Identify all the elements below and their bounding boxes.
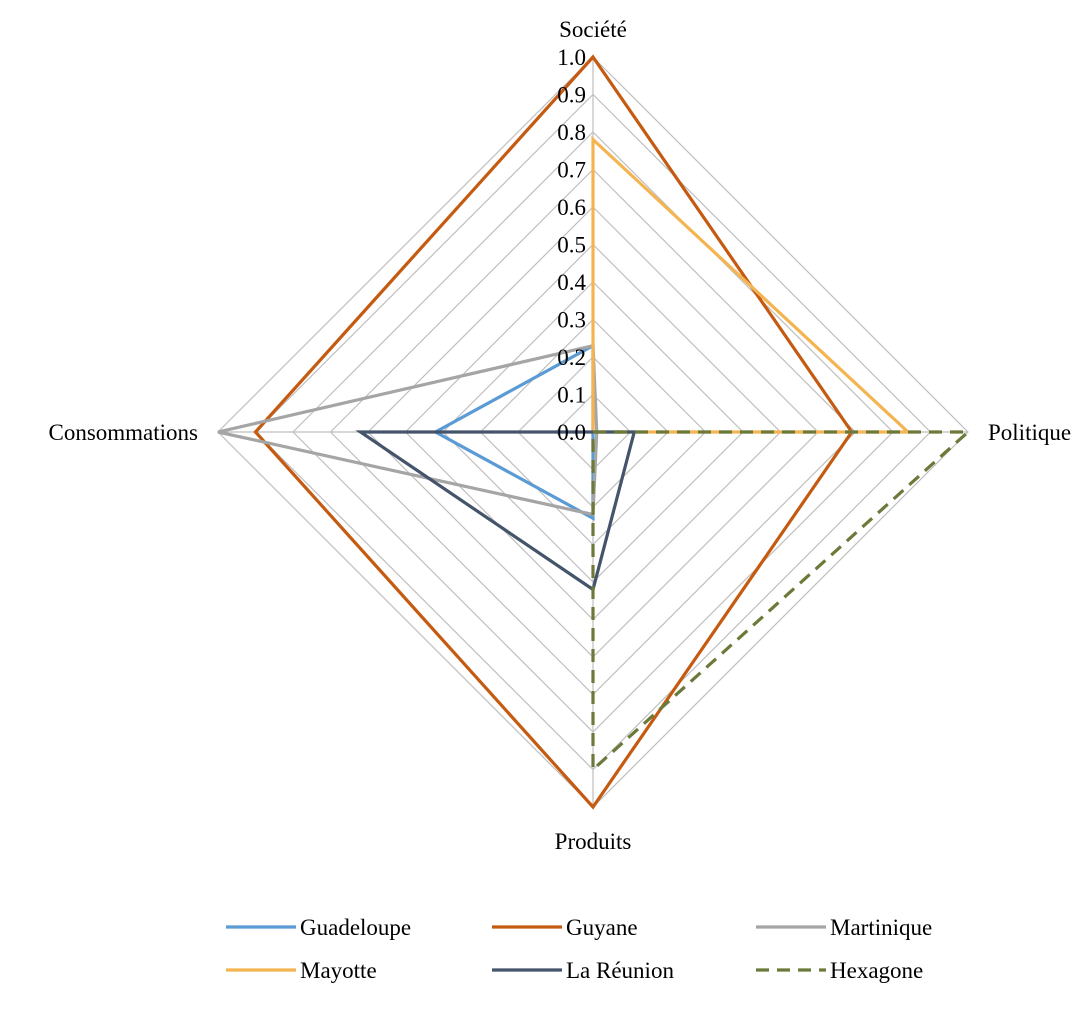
tick-label: 0.3 [557,308,586,333]
legend-label: Guadeloupe [300,915,411,940]
tick-label: 0.0 [557,420,586,445]
series-line-guyane [253,54,854,810]
radial-tick-labels: 0.0 0.1 0.2 0.3 0.4 0.5 0.6 0.7 0.8 0.9 1.0 [557,45,586,445]
tick-label: 0.7 [557,158,586,183]
tick-label: 0.6 [557,195,586,220]
series-lines [217,54,973,810]
tick-label: 0.8 [557,120,586,145]
legend: Guadeloupe Guyane Martinique Mayotte La Réun… [226,915,932,983]
legend-label: Mayotte [300,958,377,983]
legend-label: Guyane [566,915,638,940]
axis-labels: Société Politique Produits Consommations [48,17,1071,854]
series-line-mayotte [591,135,913,434]
tick-label: 0.4 [557,270,586,295]
legend-item: Mayotte [226,958,377,983]
legend-label: La Réunion [566,958,674,983]
legend-item: Hexagone [756,958,923,983]
tick-label: 0.5 [557,233,586,258]
legend-item: Guadeloupe [226,915,411,940]
legend-item: Martinique [756,915,932,940]
legend-label: Martinique [830,915,932,940]
tick-label: 1.0 [557,45,586,70]
tick-label: 0.2 [557,345,586,370]
axis-label-1: Politique [988,420,1071,445]
axis-label-0: Société [559,17,627,42]
axis-label-2: Produits [555,829,632,854]
legend-label: Hexagone [830,958,923,983]
legend-item: Guyane [492,915,638,940]
axis-label-3: Consommations [48,420,198,445]
tick-label: 0.9 [557,83,586,108]
tick-label: 0.1 [557,383,586,408]
legend-item: La Réunion [492,958,674,983]
